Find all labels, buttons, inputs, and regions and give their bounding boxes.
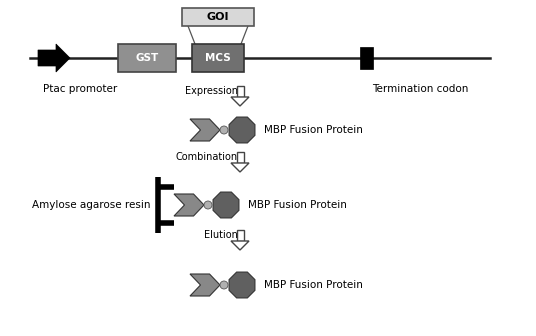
FancyBboxPatch shape <box>182 8 254 26</box>
Circle shape <box>220 281 228 289</box>
Text: Elution: Elution <box>204 230 238 240</box>
Bar <box>360 47 373 69</box>
Polygon shape <box>213 192 239 218</box>
Text: MBP Fusion Protein: MBP Fusion Protein <box>264 280 363 290</box>
Text: Combination: Combination <box>176 152 238 162</box>
Text: MBP Fusion Protein: MBP Fusion Protein <box>264 125 363 135</box>
Polygon shape <box>190 119 220 141</box>
Polygon shape <box>229 272 255 298</box>
Bar <box>236 152 243 163</box>
Text: Ptac promoter: Ptac promoter <box>43 84 117 94</box>
Polygon shape <box>174 194 204 216</box>
Polygon shape <box>231 97 249 106</box>
Text: GST: GST <box>136 53 159 63</box>
Text: Amylose agarose resin: Amylose agarose resin <box>32 200 150 210</box>
Bar <box>236 230 243 241</box>
Text: MBP Fusion Protein: MBP Fusion Protein <box>248 200 347 210</box>
FancyBboxPatch shape <box>118 44 176 72</box>
Polygon shape <box>190 274 220 296</box>
Text: Expression: Expression <box>185 86 238 96</box>
Text: GOI: GOI <box>207 12 229 22</box>
FancyBboxPatch shape <box>192 44 244 72</box>
Polygon shape <box>229 117 255 143</box>
Polygon shape <box>231 241 249 250</box>
Bar <box>236 86 243 97</box>
Text: Termination codon: Termination codon <box>372 84 468 94</box>
Polygon shape <box>231 163 249 172</box>
Circle shape <box>204 201 212 209</box>
Text: MCS: MCS <box>205 53 231 63</box>
Circle shape <box>220 126 228 134</box>
Polygon shape <box>38 44 70 72</box>
